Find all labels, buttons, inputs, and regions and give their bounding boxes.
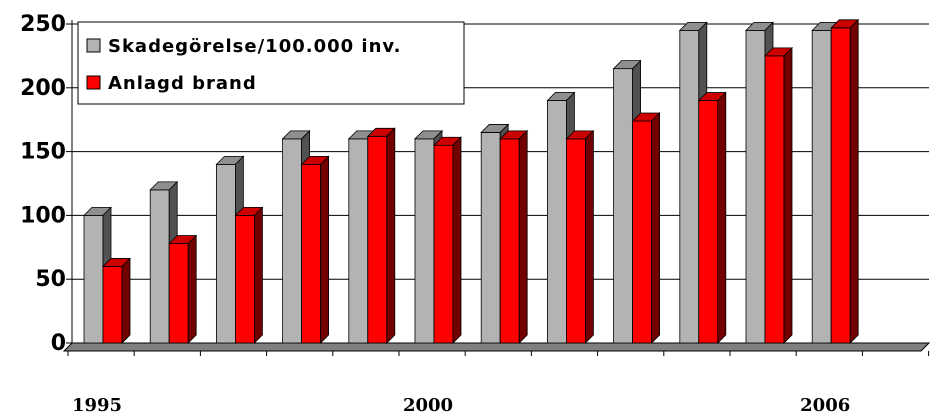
x-tick-labels: 1995 2000 2006 xyxy=(72,395,850,413)
x-tick-label: 2000 xyxy=(403,395,453,413)
y-tick-label: 100 xyxy=(20,203,66,228)
y-tick-label: 250 xyxy=(20,12,66,37)
x-axis xyxy=(62,342,931,356)
y-tick-label: 200 xyxy=(20,76,66,101)
bar-anlagd-brand xyxy=(168,234,198,344)
bar-anlagd-brand xyxy=(499,129,529,344)
bar-anlagd-brand xyxy=(102,257,131,344)
bar-anlagd-brand xyxy=(433,136,462,344)
legend-box xyxy=(77,21,465,105)
bars xyxy=(83,18,860,344)
legend-entry-label: Anlagd brand xyxy=(108,73,257,94)
bar-anlagd-brand xyxy=(234,206,264,344)
bar-anlagd-brand xyxy=(697,91,727,344)
x-tick-label: 2006 xyxy=(800,395,850,413)
chart-floor xyxy=(62,342,931,352)
y-tick-label: 50 xyxy=(35,267,66,292)
y-tick-label: 150 xyxy=(20,140,66,165)
bar-anlagd-brand xyxy=(300,155,330,344)
legend-entry-label: Skadegörelse/100.000 inv. xyxy=(108,36,402,57)
y-tick-label: 0 xyxy=(51,331,66,356)
y-axis: 0 50 100 150 200 250 xyxy=(20,12,73,356)
x-tick-label: 1995 xyxy=(72,395,122,413)
bar-anlagd-brand xyxy=(366,127,396,344)
bar-anlagd-brand xyxy=(631,112,661,344)
legend: Skadegörelse/100.000 inv. Anlagd brand xyxy=(77,21,465,105)
legend-swatch xyxy=(86,75,101,90)
bar-anlagd-brand xyxy=(830,18,860,344)
legend-swatch xyxy=(86,38,101,53)
bar-anlagd-brand xyxy=(565,129,595,344)
bar-skadegorelse xyxy=(83,206,112,344)
bar-anlagd-brand xyxy=(764,46,793,344)
